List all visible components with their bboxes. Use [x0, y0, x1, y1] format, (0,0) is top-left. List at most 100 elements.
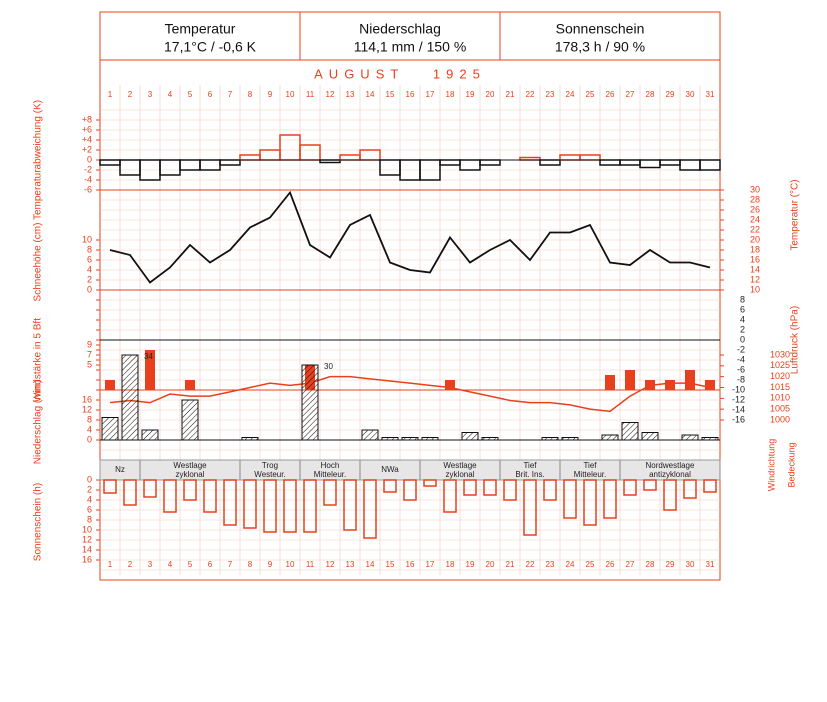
weather-type: Trog	[262, 461, 278, 470]
precip-bar	[141, 429, 159, 441]
axis-label: Temperatur (°C)	[790, 179, 801, 250]
tick-label: 16	[750, 254, 760, 264]
precip-bar	[601, 434, 619, 441]
precip-bar	[121, 354, 139, 441]
precip-bar	[101, 417, 119, 441]
sunshine-bar	[323, 479, 337, 506]
tick-label: +4	[82, 134, 92, 144]
weather-type: zyklonal	[446, 470, 475, 479]
day-label: 2	[128, 90, 133, 99]
tick-label: 1015	[770, 382, 790, 392]
precip-bar	[401, 437, 419, 441]
deviation-bar	[659, 159, 681, 166]
tick-label: 2	[87, 484, 92, 494]
tick-label: 8	[87, 244, 92, 254]
day-label: 21	[506, 560, 515, 569]
weather-type: Tief	[523, 461, 537, 470]
sunshine-bar	[443, 479, 457, 513]
weather-type: Nz	[115, 465, 125, 474]
day-label: 28	[646, 560, 655, 569]
day-label: 13	[346, 90, 355, 99]
tick-label: 0	[87, 284, 92, 294]
weather-type: Mitteleur.	[574, 470, 606, 479]
day-label: 31	[706, 90, 715, 99]
sunshine-bar	[683, 479, 697, 499]
day-label: 11	[306, 560, 315, 569]
precip-bar	[621, 422, 639, 441]
weather-type: zyklonal	[176, 470, 205, 479]
day-label: 7	[228, 560, 233, 569]
header-title: Temperatur	[165, 21, 236, 37]
day-label: 20	[486, 90, 495, 99]
day-label: 8	[248, 560, 253, 569]
tick-label: -4	[737, 354, 745, 364]
wind-bar	[625, 370, 635, 390]
day-label: 15	[386, 560, 395, 569]
day-label: 11	[306, 90, 315, 99]
deviation-bar	[439, 159, 461, 166]
tick-label: 0	[87, 434, 92, 444]
header-title: Sonnenschein	[556, 21, 645, 37]
tick-label: -14	[732, 404, 745, 414]
day-label: 16	[406, 560, 415, 569]
tick-label: 12	[750, 274, 760, 284]
sunshine-bar	[363, 479, 377, 539]
tick-label: 22	[750, 224, 760, 234]
day-label: 29	[666, 560, 675, 569]
sunshine-bar	[483, 479, 497, 496]
deviation-bar	[639, 159, 661, 169]
tick-label: 0	[87, 474, 92, 484]
day-label: 20	[486, 560, 495, 569]
weather-type: Westlage	[173, 461, 207, 470]
tick-label: 20	[750, 234, 760, 244]
tick-label: 14	[750, 264, 760, 274]
deviation-bar	[119, 159, 141, 176]
tick-label: 28	[750, 194, 760, 204]
day-label: 18	[446, 90, 455, 99]
tick-label: 1020	[770, 371, 790, 381]
deviation-bar	[619, 159, 641, 166]
precip-bar	[241, 437, 259, 441]
day-label: 14	[366, 90, 375, 99]
weather-type: Westeur.	[254, 470, 285, 479]
day-label: 10	[286, 560, 295, 569]
sunshine-bar	[343, 479, 357, 531]
day-label: 22	[526, 90, 535, 99]
tick-label: 9	[87, 339, 92, 349]
day-label: 27	[626, 560, 635, 569]
day-label: 8	[248, 90, 253, 99]
tick-label: +2	[82, 144, 92, 154]
day-label: 1	[108, 90, 113, 99]
deviation-bar	[179, 159, 201, 171]
deviation-bar	[279, 134, 301, 161]
wind-bar	[605, 375, 615, 390]
deviation-bar	[599, 159, 621, 166]
precip-bar	[681, 434, 699, 441]
tick-label: 8	[87, 414, 92, 424]
precip-bar	[561, 437, 579, 441]
day-label: 26	[606, 560, 615, 569]
day-label: 16	[406, 90, 415, 99]
day-label: 3	[148, 90, 153, 99]
precip-bar	[541, 437, 559, 441]
sunshine-bar	[383, 479, 397, 493]
day-label: 18	[446, 560, 455, 569]
sunshine-bar	[643, 479, 657, 491]
wind-bar	[685, 370, 695, 390]
sunshine-bar	[143, 479, 157, 498]
weather-type: NWa	[381, 465, 399, 474]
tick-label: -4	[84, 174, 92, 184]
day-label: 10	[286, 90, 295, 99]
tick-label: 4	[87, 494, 92, 504]
precip-bar	[361, 429, 379, 441]
tick-label: 10	[82, 234, 92, 244]
tick-label: 4	[740, 314, 745, 324]
day-label: 26	[606, 90, 615, 99]
tick-label: 2	[740, 324, 745, 334]
tick-label: 10	[82, 524, 92, 534]
wind-bar	[705, 380, 715, 390]
deviation-bar	[159, 159, 181, 176]
tick-label: 6	[87, 504, 92, 514]
sunshine-bar	[163, 479, 177, 513]
weather-type: Hoch	[321, 461, 340, 470]
